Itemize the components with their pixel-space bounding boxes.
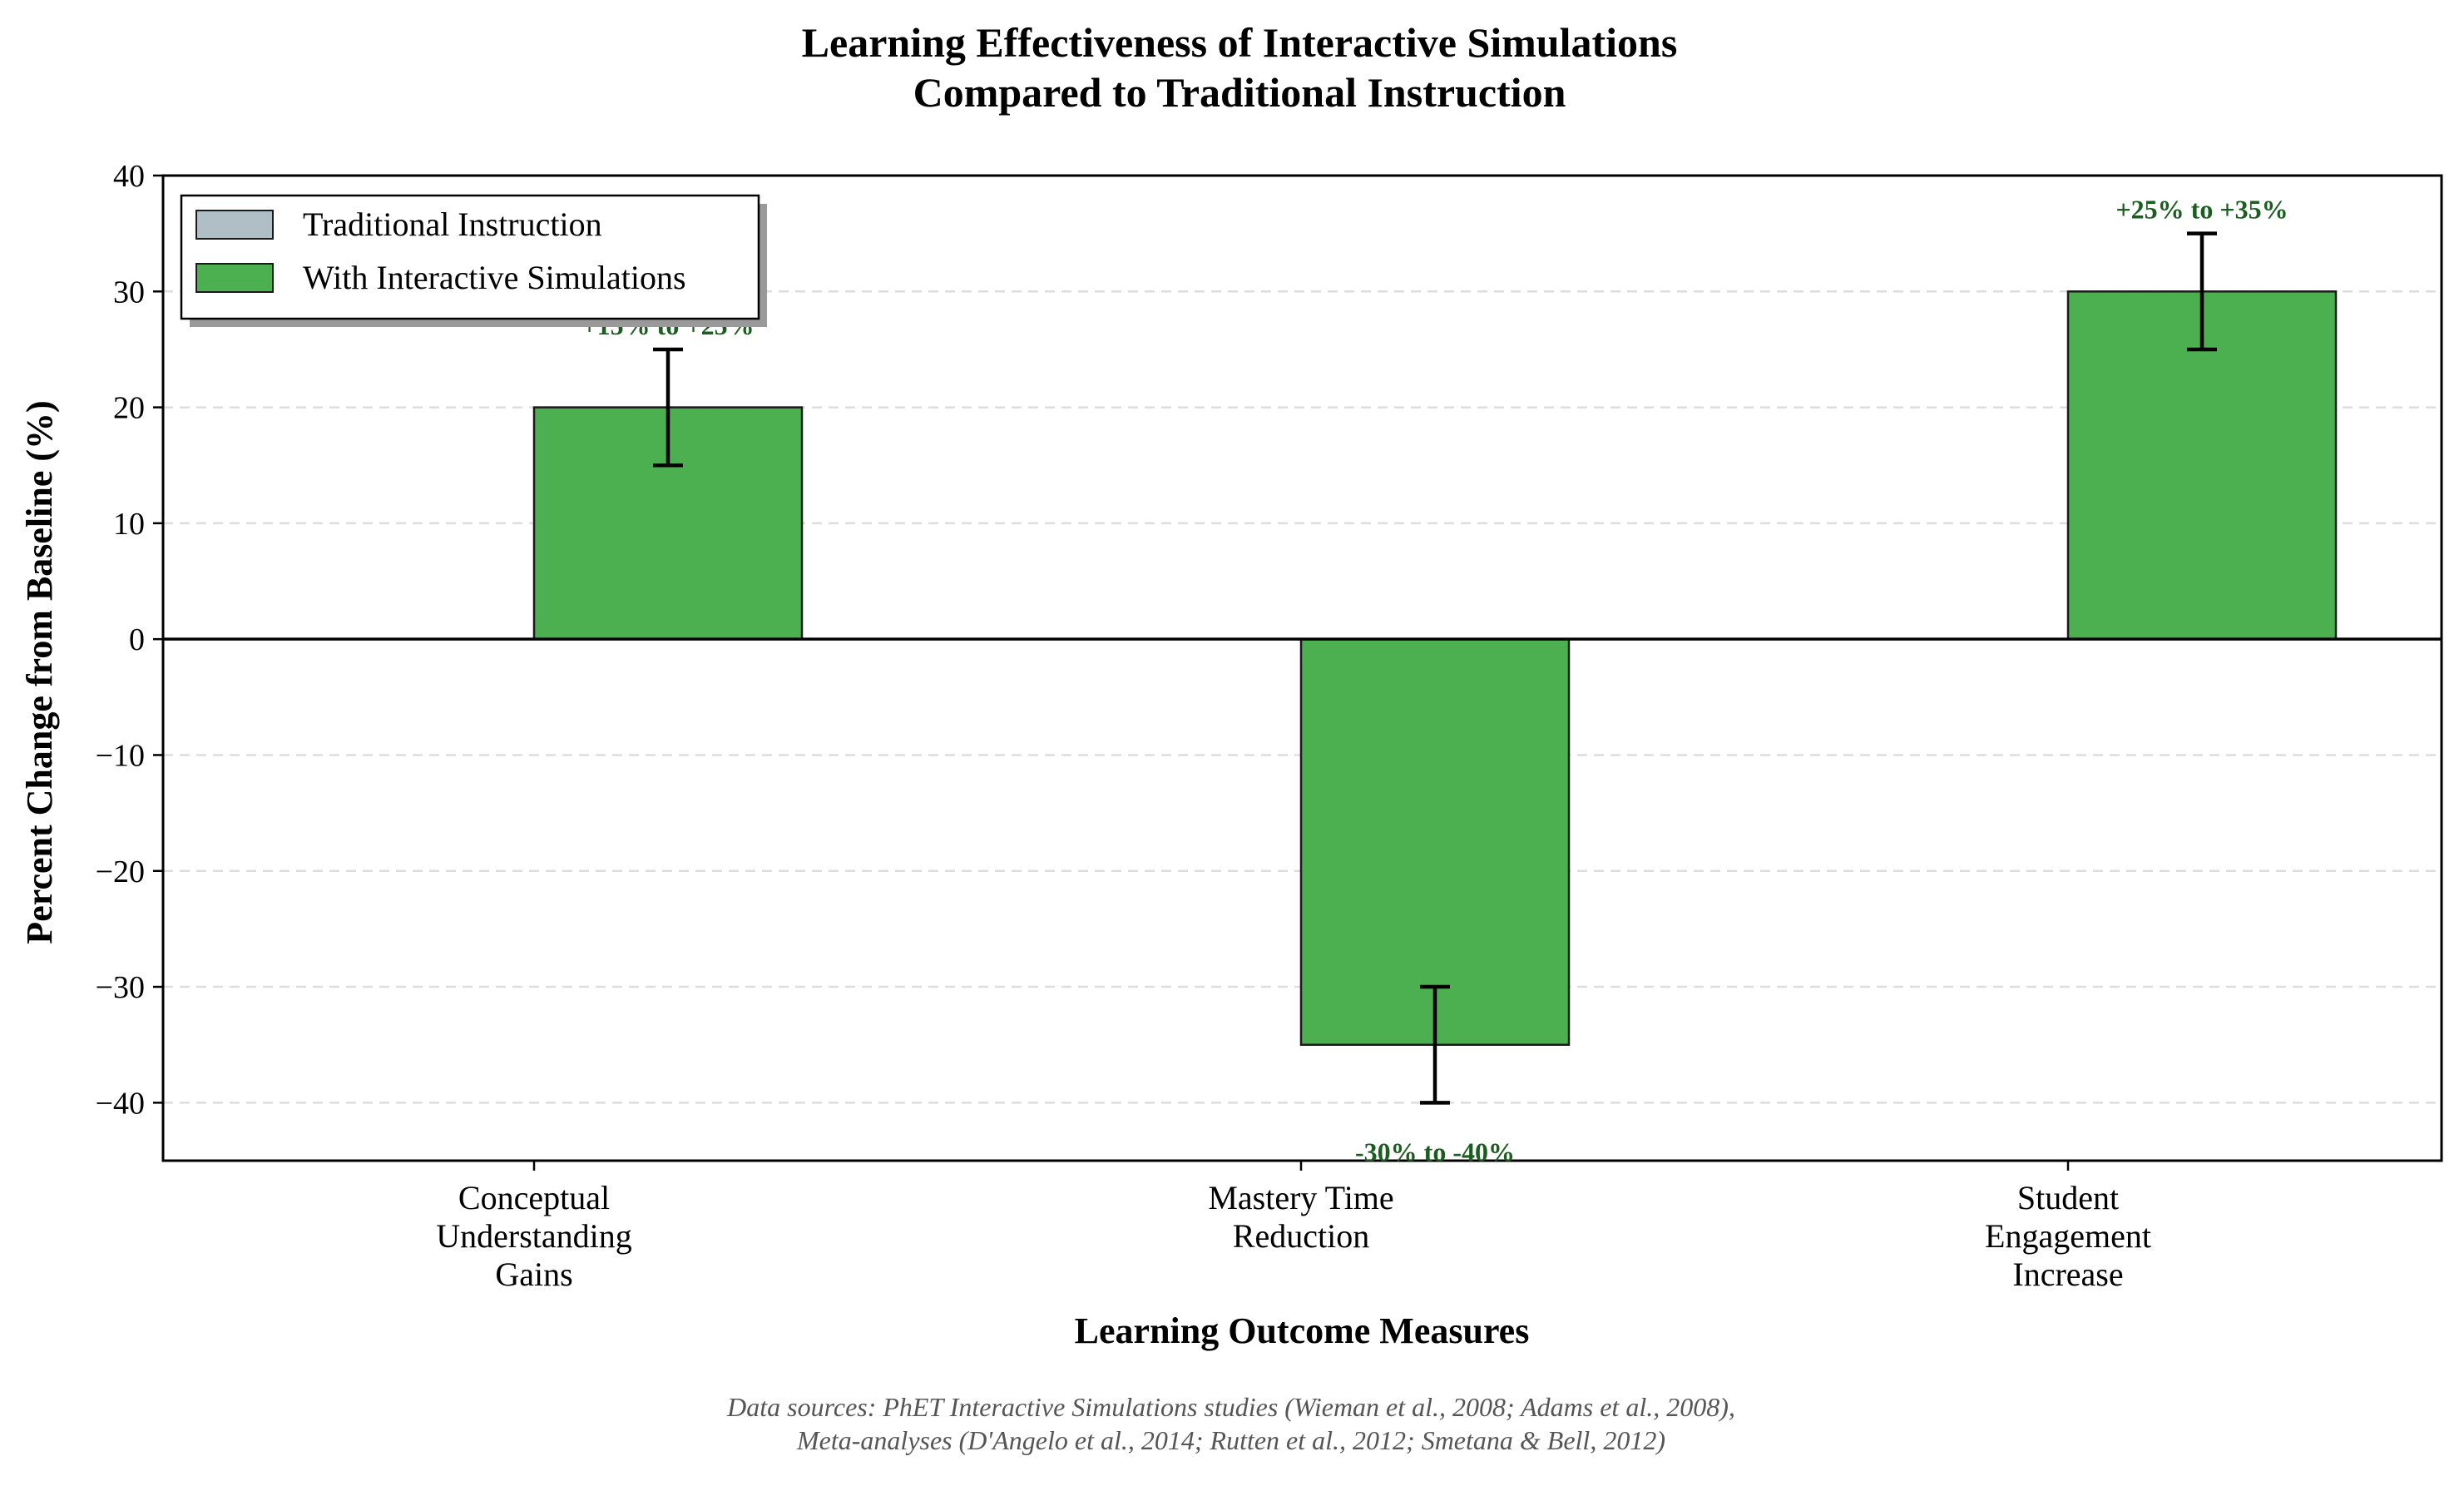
y-tick-label: 10 [113,507,145,542]
x-tick-label-line: Mastery Time [1208,1179,1393,1216]
x-tick-label-line: Reduction [1233,1217,1369,1255]
chart-title-line-2: Compared to Traditional Instruction [913,69,1566,116]
legend-box [180,194,760,320]
x-tick-label-line: Increase [2012,1256,2123,1293]
legend-swatch-1 [195,263,274,293]
x-axis-label: Learning Outcome Measures [1075,1310,1530,1351]
y-axis-label: Percent Change from Baseline (%) [19,400,60,944]
x-tick-label-line: Gains [495,1256,572,1293]
x-tick-label-cat-1: Mastery Time Reduction [1208,1179,1393,1255]
x-tick-label-cat-0: Conceptual Understanding Gains [436,1179,632,1293]
y-tick-label: 40 [113,159,145,194]
y-tick-label: 0 [129,622,145,657]
range-annotation-cat-1: -30% to -40% [1355,1137,1515,1167]
y-tick-label: −40 [96,1086,145,1121]
y-tick-label: 20 [113,391,145,426]
x-tick-label-cat-2: Student Engagement Increase [1985,1179,2151,1293]
legend-label-0: Traditional Instruction [303,206,602,243]
y-tick-label: −30 [96,970,145,1005]
legend-label-1: With Interactive Simulations [303,259,686,296]
footnote-line-2: Meta-analyses (D'Angelo et al., 2014; Ru… [796,1425,1665,1455]
plot-frame [161,174,2443,1162]
x-tick-label-line: Engagement [1985,1217,2151,1255]
y-tick-label: 30 [113,275,145,310]
bar-series-1-cat-1 [1299,637,1571,1046]
x-tick-label-line: Student [2017,1179,2119,1216]
range-annotation-cat-2: +25% to +35% [2115,195,2288,225]
y-tick-label: −20 [96,854,145,889]
chart-title-line-1: Learning Effectiveness of Interactive Si… [802,19,1678,66]
x-tick-label-line: Conceptual [458,1179,610,1216]
y-tick-label: −10 [96,738,145,773]
legend-swatch-0 [195,210,274,240]
footnote-line-1: Data sources: PhET Interactive Simulatio… [726,1392,1735,1422]
x-tick-label-line: Understanding [436,1217,632,1255]
